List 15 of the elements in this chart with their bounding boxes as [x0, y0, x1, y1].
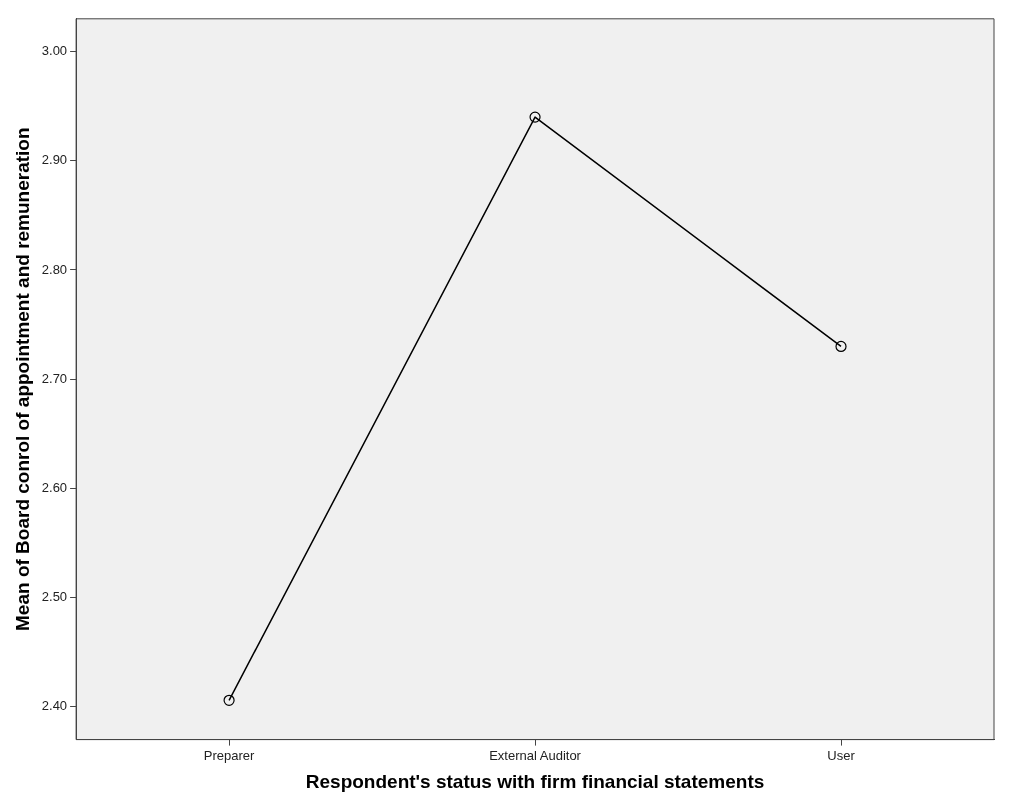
point — [223, 694, 235, 706]
y-tick-label: 2.60 — [41, 479, 68, 495]
x-tick-label: External Auditor — [489, 747, 582, 763]
y-tick-label: 2.80 — [41, 261, 68, 277]
y-tick-label: 3.00 — [41, 43, 68, 59]
y-axis-title: Mean of Board conrol of appointment and remuneration — [11, 127, 33, 631]
y-tick-label: 2.40 — [41, 698, 68, 714]
x-tick-label: Preparer — [203, 747, 256, 763]
y-tick-label: 2.90 — [41, 152, 68, 168]
point — [835, 340, 847, 353]
y-tick-label: 2.70 — [41, 370, 68, 386]
y-tick-label: 2.50 — [41, 589, 68, 605]
x-axis-title: Respondent's status with firm financial statements — [305, 770, 765, 792]
point — [529, 111, 541, 123]
x-tick-label: User — [827, 747, 856, 763]
